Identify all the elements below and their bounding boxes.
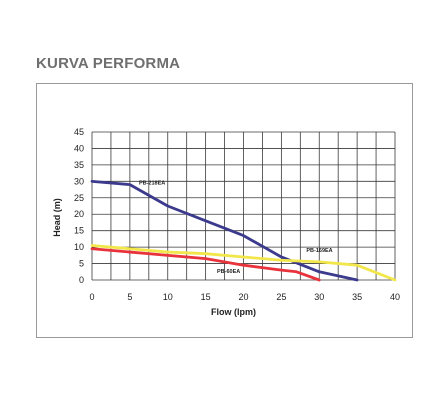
y-tick-label: 40 — [74, 143, 84, 153]
y-tick-label: 20 — [74, 209, 84, 219]
series-label: PB-169EA — [306, 248, 332, 254]
x-tick-label: 0 — [89, 292, 94, 302]
series-line-pb-60ea — [90, 247, 321, 282]
x-tick-label: 10 — [163, 292, 173, 302]
y-tick-label: 35 — [74, 160, 84, 170]
x-tick-labels: 0 5 10 15 20 25 30 35 40 — [89, 292, 400, 302]
x-tick-label: 35 — [352, 292, 362, 302]
x-tick-label: 5 — [127, 292, 132, 302]
y-axis-label: Head (m) — [52, 198, 62, 237]
y-tick-label: 45 — [74, 127, 84, 137]
series-annotations: PB-218EA PB-169EA PB-60EA — [139, 181, 333, 275]
x-tick-label: 40 — [390, 292, 400, 302]
series-lines — [90, 179, 397, 282]
y-tick-label: 5 — [79, 259, 84, 269]
y-tick-label: 25 — [74, 193, 84, 203]
series-label: PB-218EA — [139, 181, 165, 187]
x-axis-label: Flow (lpm) — [211, 307, 256, 317]
x-tick-label: 15 — [201, 292, 211, 302]
page-title: KURVA PERFORMA — [36, 55, 181, 72]
y-tick-labels: 0 5 10 15 20 25 30 35 40 45 — [74, 127, 84, 285]
y-tick-label: 0 — [79, 275, 84, 285]
series-line-pb-218ea — [90, 179, 359, 282]
y-tick-label: 30 — [74, 176, 84, 186]
series-label: PB-60EA — [217, 269, 240, 275]
series-line-pb-169ea — [90, 244, 397, 282]
x-tick-label: 25 — [276, 292, 286, 302]
x-tick-label: 20 — [238, 292, 248, 302]
y-tick-label: 10 — [74, 242, 84, 252]
y-tick-label: 15 — [74, 226, 84, 236]
x-tick-label: 30 — [314, 292, 324, 302]
